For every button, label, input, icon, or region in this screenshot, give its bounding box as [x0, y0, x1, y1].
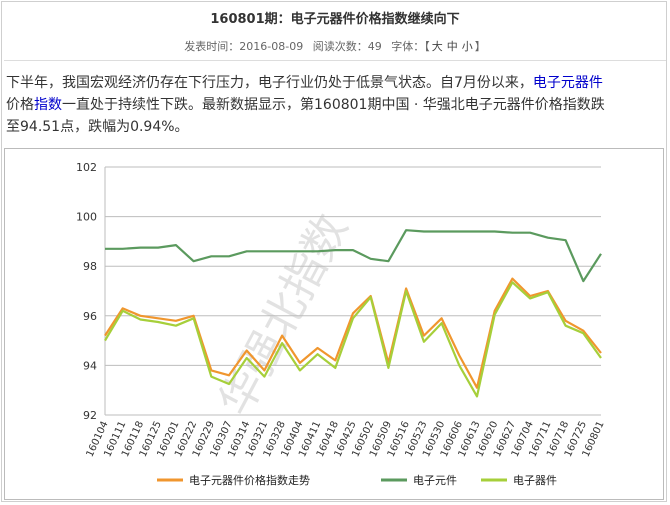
article-title: 160801期：电子元器件价格指数继续向下 [210, 12, 460, 27]
chart-svg: 华强北指数92949698100102160104160111160118160… [76, 161, 607, 487]
publish-label: 发表时间： [184, 40, 240, 53]
series-line-1 [104, 277, 602, 389]
article-meta: 发表时间：2016-08-09 阅读次数：49 字体：【大中小】 [0, 38, 670, 54]
views-info: 阅读次数：49 [313, 40, 382, 53]
publish-date: 2016-08-09 [239, 40, 304, 53]
views-label: 阅读次数： [312, 40, 368, 53]
y-tick-label: 100 [76, 211, 97, 224]
legend-label-2: 电子元件 [413, 474, 457, 487]
font-size-control: 字体：【大中小】 [391, 40, 486, 53]
header-divider [4, 60, 666, 61]
bracket-open: 【 [424, 40, 430, 53]
series-line-2 [105, 229, 602, 283]
y-tick-label: 92 [83, 409, 97, 422]
font-size-medium-link[interactable]: 中 [446, 40, 458, 53]
y-tick-label: 102 [76, 161, 97, 174]
series-line-3 [104, 281, 602, 398]
paragraph-text-3: 一直处于持续性下跌。最新数据显示，第160801期中国 · 华强北电子元器件价格… [6, 97, 605, 135]
article-paragraph: 下半年，我国宏观经济仍存在下行压力，电子行业仍处于低景气状态。自7月份以来，电子… [6, 72, 606, 138]
views-count: 49 [367, 40, 382, 53]
y-tick-label: 96 [83, 310, 97, 323]
link-index[interactable]: 指数 [34, 97, 62, 113]
y-tick-label: 98 [83, 260, 97, 273]
bracket-close: 】 [474, 40, 486, 53]
legend-label-3: 电子器件 [513, 474, 557, 487]
paragraph-text-1: 下半年，我国宏观经济仍存在下行压力，电子行业仍处于低景气状态。自7月份以来， [6, 75, 533, 91]
font-size-label: 字体： [391, 40, 425, 53]
price-index-chart: 华强北指数 92 94 96 98 100 102 160104 160111 160118 160… [4, 148, 664, 500]
y-tick-label: 94 [83, 359, 97, 372]
font-size-small-link[interactable]: 小 [461, 40, 473, 53]
watermark-text: 华强北指数 [210, 206, 358, 424]
publish-info: 发表时间：2016-08-09 [184, 40, 303, 53]
paragraph-text-2: 价格 [6, 97, 34, 113]
font-size-large-link[interactable]: 大 [431, 40, 443, 53]
legend-label-1: 电子元器件价格指数走势 [189, 473, 310, 487]
link-electronic-components[interactable]: 电子元器件 [532, 75, 603, 91]
